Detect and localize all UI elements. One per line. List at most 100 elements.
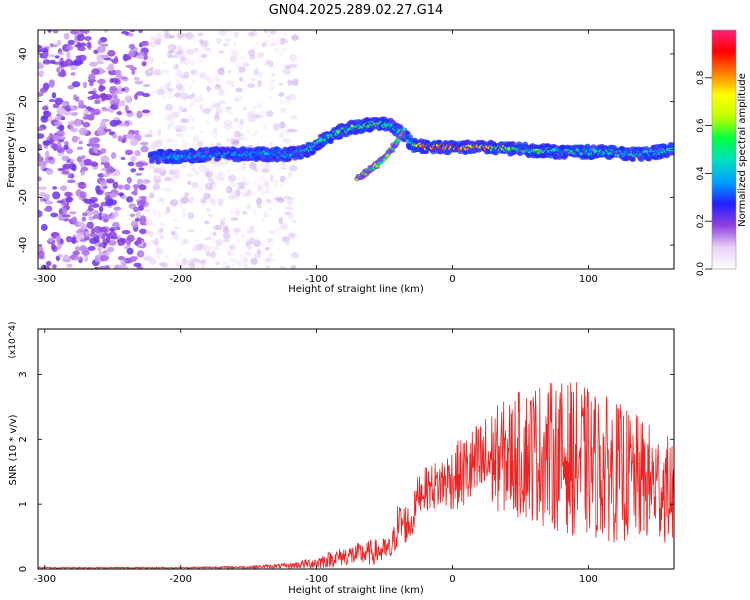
heatmap-cell — [206, 119, 211, 125]
heatmap-cell — [166, 105, 172, 111]
heatmap-cell — [227, 250, 234, 257]
heatmap-cell — [269, 30, 277, 35]
heatmap-cell — [92, 209, 99, 217]
heatmap-cell — [141, 42, 149, 47]
heatmap-cell — [196, 243, 201, 249]
heatmap-cell — [236, 72, 242, 76]
heatmap-cell — [280, 166, 288, 170]
heatmap-cell — [75, 96, 80, 102]
heatmap-cell — [159, 222, 166, 227]
heatmap-cell — [272, 258, 277, 262]
heatmap-cell — [670, 150, 674, 156]
heatmap-cell — [168, 114, 174, 118]
heatmap-cell — [58, 253, 63, 258]
heatmap-cell — [159, 168, 163, 175]
tick-label: -40 — [18, 237, 29, 253]
heatmap-cell — [169, 118, 173, 126]
heatmap-cell — [72, 81, 81, 88]
heatmap-cell — [288, 232, 296, 239]
heatmap-cell — [210, 198, 216, 206]
heatmap-cell — [219, 161, 224, 168]
snr-x-ticks: -300 -200 -100 0 100 — [33, 329, 598, 585]
heatmap-cell — [239, 95, 244, 100]
heatmap-cell — [172, 168, 180, 174]
heatmap-cell — [101, 241, 107, 249]
heatmap-cell — [97, 39, 103, 46]
heatmap-cell — [202, 191, 209, 197]
heatmap-cell — [207, 182, 212, 189]
heatmap-cell — [47, 156, 54, 161]
heatmap-cell — [240, 55, 246, 62]
heatmap-cell — [38, 250, 45, 258]
heatmap-cell — [66, 263, 73, 268]
heatmap-cell — [172, 64, 178, 71]
heatmap-cell — [157, 197, 165, 202]
heatmap-cell — [196, 140, 204, 148]
heatmap-cell — [191, 141, 196, 148]
heatmap-cell — [279, 222, 288, 230]
heatmap-cell — [82, 212, 88, 217]
heatmap-cell — [97, 78, 106, 85]
heatmap-cell — [47, 237, 54, 243]
heatmap-cell — [171, 234, 177, 239]
heatmap-cell — [152, 175, 162, 183]
heatmap-cell — [39, 191, 46, 197]
heatmap-cell — [231, 194, 238, 202]
heatmap-cell — [248, 114, 256, 123]
heatmap-cell — [187, 120, 191, 125]
colorbar-tick-label: 0.4 — [696, 166, 706, 181]
heatmap-cell — [142, 178, 151, 184]
heatmap-cell — [133, 129, 140, 135]
heatmap-cell — [110, 94, 118, 99]
spectrogram-x-ticks: -300 -200 -100 0 100 — [33, 30, 598, 285]
heatmap-cell — [186, 173, 194, 178]
heatmap-cell — [56, 200, 65, 204]
heatmap-cell — [69, 124, 74, 132]
heatmap-cell — [97, 173, 105, 178]
colorbar-tick-label: 0.2 — [696, 214, 706, 228]
heatmap-cell — [249, 225, 255, 230]
heatmap-cell — [188, 114, 195, 121]
heatmap-cell — [204, 165, 210, 172]
heatmap-cell — [215, 83, 220, 87]
heatmap-cell — [134, 150, 141, 157]
heatmap-cell — [213, 133, 219, 140]
heatmap-cell — [259, 136, 264, 140]
heatmap-cell — [251, 132, 256, 137]
heatmap-cell — [167, 116, 173, 122]
heatmap-cell — [74, 245, 81, 252]
heatmap-cell — [121, 31, 129, 35]
heatmap-cell — [246, 231, 252, 235]
heatmap-cell — [268, 60, 274, 68]
heatmap-cell — [102, 250, 108, 254]
heatmap-cell — [167, 50, 173, 59]
heatmap-cell — [133, 77, 140, 81]
heatmap-cell — [63, 110, 72, 116]
heatmap-cell — [51, 92, 57, 99]
heatmap-cell — [281, 161, 286, 167]
heatmap-cell — [66, 179, 76, 184]
heatmap-cell — [265, 187, 270, 194]
heatmap-cell — [264, 39, 269, 45]
heatmap-cell — [160, 166, 167, 174]
heatmap-cell — [191, 125, 196, 131]
heatmap-cell — [111, 77, 120, 83]
heatmap-cell — [64, 191, 72, 197]
heatmap-cell — [108, 69, 117, 76]
heatmap-cell — [264, 258, 272, 264]
heatmap-cell — [244, 239, 249, 244]
heatmap-cell — [92, 165, 98, 170]
heatmap-cell — [170, 175, 177, 180]
heatmap-cell — [62, 254, 70, 262]
heatmap-cell — [153, 68, 162, 72]
heatmap-cell — [252, 209, 257, 215]
heatmap-cell — [130, 220, 139, 228]
heatmap-cell — [85, 114, 92, 120]
heatmap-cell — [233, 210, 240, 216]
heatmap-cell — [183, 71, 190, 78]
heatmap-cell — [264, 181, 270, 189]
heatmap-cell — [125, 132, 134, 140]
heatmap-cell — [106, 165, 115, 174]
heatmap-cell — [629, 157, 636, 162]
heatmap-cell — [145, 255, 154, 262]
